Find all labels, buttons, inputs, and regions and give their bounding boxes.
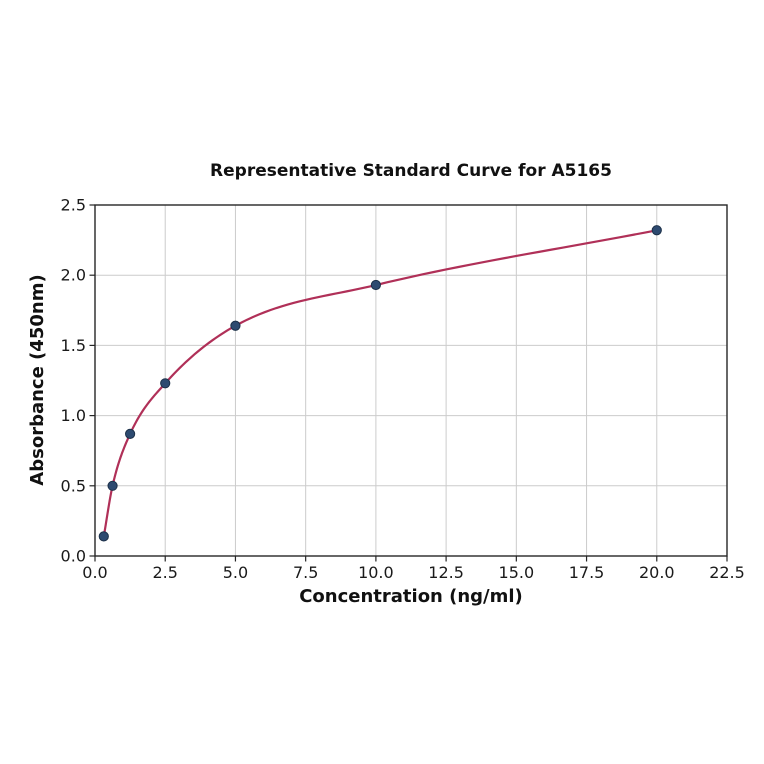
- y-tick-label: 0.5: [61, 476, 86, 495]
- y-tick-label: 2.0: [61, 266, 86, 285]
- data-point: [125, 428, 136, 439]
- x-tick-label: 17.5: [569, 563, 605, 582]
- x-tick-label: 0.0: [82, 563, 107, 582]
- y-tick-label: 2.5: [61, 196, 86, 215]
- x-tick-label: 22.5: [709, 563, 745, 582]
- x-tick-label: 20.0: [639, 563, 675, 582]
- chart-title: Representative Standard Curve for A5165: [210, 161, 612, 181]
- data-point: [651, 225, 662, 236]
- data-point: [107, 480, 118, 491]
- x-tick-label: 15.0: [499, 563, 535, 582]
- x-axis-label: Concentration (ng/ml): [299, 586, 523, 607]
- y-tick-label: 0.0: [61, 547, 86, 566]
- data-point: [160, 378, 171, 389]
- fit-curve: [102, 229, 658, 538]
- x-tick-label: 5.0: [223, 563, 248, 582]
- axes-frame: [94, 204, 728, 557]
- x-tick-label: 7.5: [293, 563, 318, 582]
- data-point: [370, 279, 381, 291]
- data-point: [98, 531, 109, 542]
- y-tick-label: 1.5: [61, 336, 86, 355]
- x-tick-label: 2.5: [152, 563, 177, 582]
- x-tick-label: 10.0: [358, 563, 394, 582]
- data-point: [230, 320, 241, 331]
- y-tick-label: 1.0: [61, 406, 86, 425]
- x-tick-label: 12.5: [428, 563, 464, 582]
